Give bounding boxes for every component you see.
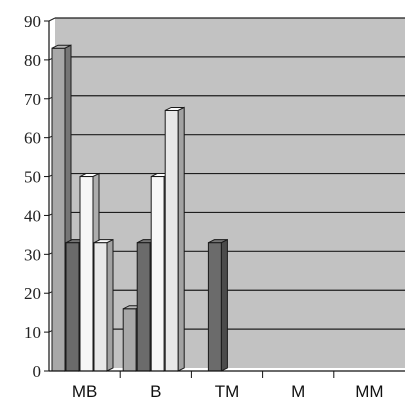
bar-mb-series-4 <box>93 238 114 372</box>
y-tick-label: 0 <box>33 362 42 381</box>
bar-b-series-4 <box>164 106 185 372</box>
bar-tm-series-2 <box>207 238 228 372</box>
x-tick-label: TM <box>215 382 240 401</box>
gridlines <box>48 17 405 333</box>
y-tick-label: 90 <box>24 12 41 31</box>
bars <box>51 44 228 372</box>
y-tick-label: 10 <box>24 323 41 342</box>
x-tick-labels: MB B TM M MM <box>72 371 384 401</box>
y-tick-labels: 0 10 20 30 40 50 60 70 80 90 <box>24 12 49 381</box>
y-tick-label: 60 <box>24 129 41 148</box>
x-tick-label: B <box>150 382 161 401</box>
x-tick-label: M <box>291 382 305 401</box>
y-tick-label: 30 <box>24 245 41 264</box>
x-tick-label: MB <box>72 382 98 401</box>
y-tick-label: 50 <box>24 168 41 187</box>
x-tick-label: MM <box>355 382 383 401</box>
y-tick-label: 20 <box>24 284 41 303</box>
axes <box>48 21 405 372</box>
gridline-wall <box>48 17 56 22</box>
y-tick-label: 40 <box>24 206 41 225</box>
y-tick-label: 80 <box>24 51 41 70</box>
y-tick-label: 70 <box>24 90 41 109</box>
